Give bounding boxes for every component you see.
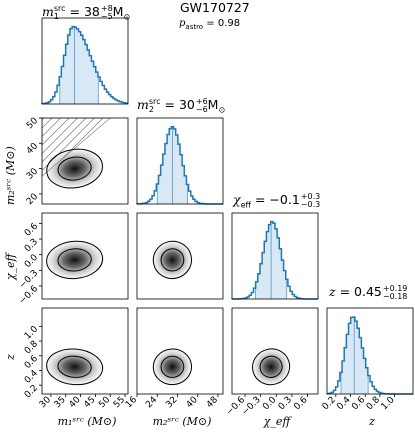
- panel-frame-m2_src-vs-chi_eff: [136, 212, 224, 300]
- density-m1_src-vs-chi_eff: [43, 239, 106, 281]
- ylabel-m2: m₂ˢʳᶜ (M⊙): [4, 146, 17, 205]
- panel-frame-m1_src-vs-m2_src: [41, 117, 129, 205]
- title-m2: m src 2 = 30 +6 −6 M⊙: [137, 96, 226, 115]
- contour-90-m1_src-vs-z: [46, 348, 104, 386]
- contour-50-m1_src-vs-chi_eff: [57, 248, 92, 272]
- density-chi_eff-vs-z: [250, 347, 292, 387]
- xtick-label-m1_src-1: 35: [53, 395, 68, 410]
- title-z: z = 0.45 +0.19 −0.18: [329, 283, 408, 301]
- contour-50-m1_src-vs-m2_src: [57, 156, 92, 181]
- histogram-m1_src: [41, 17, 129, 105]
- ytick-label-m2_src-2: 40: [25, 141, 40, 156]
- ytick-label-z-2: 0.6: [23, 354, 40, 371]
- xtick-label-m2_src-1: 24: [144, 395, 159, 410]
- p-astro-value: = 0.98: [203, 18, 241, 29]
- contour-90-m2_src-vs-z: [152, 348, 193, 386]
- panel-m1_src-vs-z: [41, 307, 129, 395]
- ytick-label-m2_src-3: 50: [25, 116, 40, 131]
- panel-chi_eff-vs-z: [231, 307, 319, 395]
- panel-contents-m1_src-vs-z: [43, 347, 106, 387]
- xlabel-m1: m₁ˢʳᶜ (M⊙): [57, 415, 117, 428]
- density-m2_src-vs-z: [151, 347, 194, 387]
- xtick-label-z-2: 0.6: [350, 395, 367, 412]
- density-m2_src-vs-chi_eff: [151, 239, 194, 281]
- xtick-label-m1_src-3: 45: [82, 395, 97, 410]
- p-astro-sub: astro: [185, 23, 204, 31]
- ytick-label-m2_src-1: 30: [25, 166, 40, 181]
- xtick-label-z-4: 1.0: [380, 395, 397, 412]
- xtick-label-m1_src-0: 30: [38, 395, 53, 410]
- ytick-label-m2_src-0: 20: [25, 192, 40, 207]
- xtick-label-m1_src-2: 40: [68, 395, 83, 410]
- density-m1_src-vs-m2_src: [44, 147, 106, 190]
- panel-frame-m2_src-vs-z: [136, 307, 224, 395]
- title-chi-eff: χeff = −0.1 +0.3 −0.3: [233, 191, 321, 210]
- xtick-label-m2_src-2: 32: [164, 395, 179, 410]
- p-astro-text: pastro = 0.98: [179, 18, 240, 31]
- panel-m2_src-vs-z: [136, 307, 224, 395]
- panel-contents-m1_src-vs-m2_src: [42, 118, 111, 190]
- histogram-step-z: [326, 316, 413, 395]
- ylabel-chi-eff: χ_eff: [4, 253, 17, 280]
- histogram-m2_src: [136, 117, 224, 205]
- xtick-label-m2_src-4: 48: [205, 395, 220, 410]
- panel-frame-chi_eff-vs-z: [231, 307, 319, 395]
- panel-frame-m1_src-vs-chi_eff: [41, 212, 129, 300]
- contour-50-m2_src-vs-z: [160, 355, 185, 378]
- xtick-label-z-3: 0.8: [365, 395, 382, 412]
- ylabel-z: z: [4, 354, 17, 360]
- xtick-label-z-0: 0.2: [321, 395, 338, 412]
- ytick-label-z-4: 1.0: [23, 324, 40, 341]
- ytick-label-chi_eff-2: 0.0: [23, 253, 40, 270]
- ytick-label-z-0: 0.2: [23, 383, 40, 400]
- ytick-label-z-3: 0.8: [23, 339, 40, 356]
- panel-frame-m1_src-vs-z: [41, 307, 129, 395]
- xtick-label-chi_eff-3: 0.3: [277, 395, 294, 412]
- contour-90-m2_src-vs-chi_eff: [152, 240, 193, 280]
- xtick-label-m2_src-0: 16: [124, 395, 139, 410]
- xtick-label-m1_src-4: 50: [97, 395, 112, 410]
- title-m1: m src 1 = 38 +8 −5 M⊙: [42, 3, 131, 22]
- panel-contents-chi_eff-vs-z: [250, 347, 292, 387]
- histogram-chi_eff: [231, 212, 319, 300]
- xlabel-z: z: [369, 415, 375, 428]
- panel-contents-m1_src-vs-chi_eff: [43, 239, 106, 281]
- panel-contents-m2_src-vs-z: [151, 347, 194, 387]
- ytick-label-chi_eff-3: 0.3: [23, 237, 40, 254]
- ytick-label-chi_eff-4: 0.6: [23, 221, 40, 238]
- xlabel-m2: m₂ˢʳᶜ (M⊙): [152, 415, 212, 428]
- panel-frame-m2_src: [136, 117, 224, 205]
- contour-90-m1_src-vs-chi_eff: [46, 240, 104, 280]
- contour-50-chi_eff-vs-z: [259, 355, 283, 378]
- histogram-z: [326, 307, 414, 395]
- panel-frame-m1_src: [41, 17, 129, 105]
- panel-frame-chi_eff: [231, 212, 319, 300]
- event-title: GW170727: [180, 0, 250, 15]
- contour-50-m2_src-vs-chi_eff: [160, 248, 185, 272]
- ytick-label-z-1: 0.4: [23, 368, 40, 385]
- contour-90-m1_src-vs-m2_src: [46, 148, 103, 189]
- xtick-label-z-1: 0.4: [335, 395, 352, 412]
- xtick-label-m2_src-3: 40: [185, 395, 200, 410]
- contour-90-chi_eff-vs-z: [252, 348, 291, 386]
- xlabel-chi-eff: χ_eff: [263, 415, 291, 428]
- credible-band-m1_src: [59, 26, 99, 104]
- panel-m1_src-vs-m2_src: [41, 117, 129, 205]
- panel-frame-z: [326, 307, 414, 395]
- panel-m1_src-vs-chi_eff: [41, 212, 129, 300]
- histogram-step-m1_src: [41, 25, 128, 105]
- density-m1_src-vs-z: [43, 347, 106, 387]
- xtick-label-chi_eff-2: 0.0: [261, 395, 278, 412]
- contour-50-m1_src-vs-z: [57, 355, 92, 378]
- xtick-label-chi_eff-4: 0.6: [292, 395, 309, 412]
- panel-contents-m2_src-vs-chi_eff: [151, 239, 194, 281]
- p-astro-symbol: p: [179, 18, 186, 29]
- panel-m2_src-vs-chi_eff: [136, 212, 224, 300]
